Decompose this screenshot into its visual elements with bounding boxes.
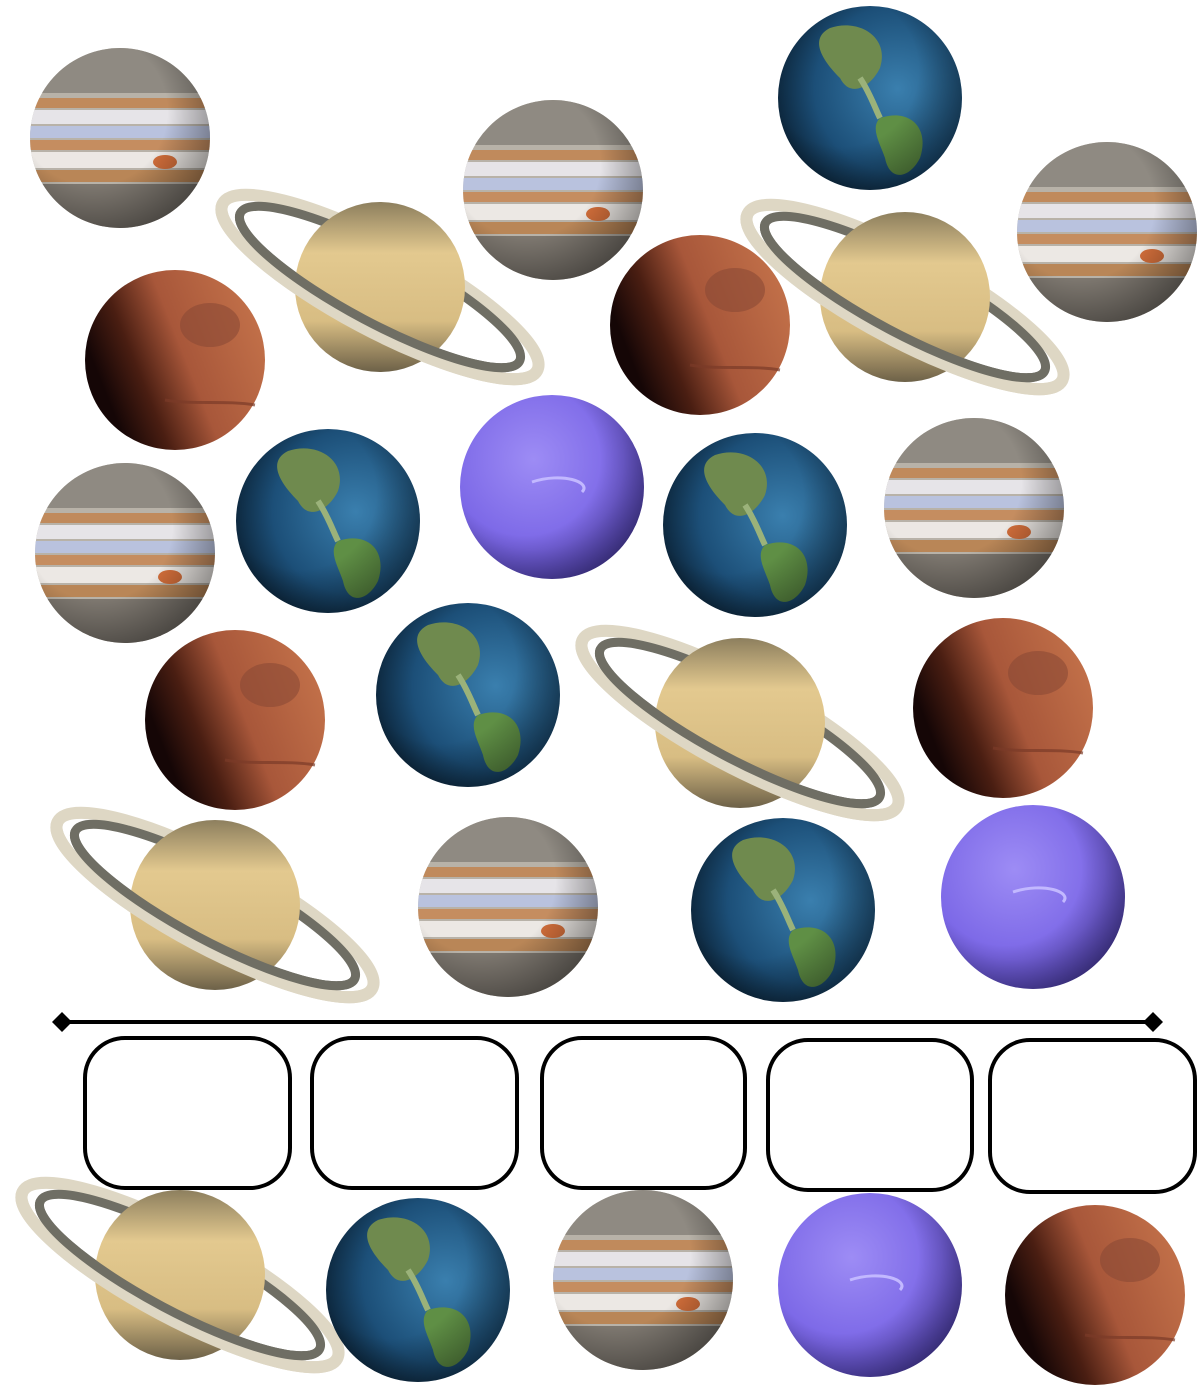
planets [30,6,1197,1027]
earth [326,1198,510,1382]
divider [52,1012,1163,1032]
jupiter [418,817,598,997]
mars [608,233,792,417]
neptune [939,803,1127,991]
answer-box[interactable] [540,1036,747,1190]
earth [376,603,560,787]
jupiter [553,1190,733,1370]
earth [778,6,962,190]
neptune [458,393,646,581]
mars [143,628,327,812]
answer-box[interactable] [766,1038,974,1192]
saturn [37,783,393,1028]
jupiter [463,100,643,280]
earth [236,429,420,613]
answer-box[interactable] [83,1036,292,1190]
answer-box[interactable] [310,1036,519,1190]
mars [1003,1203,1187,1387]
earth [663,433,847,617]
earth [691,818,875,1002]
mars [911,616,1095,800]
answer-boxes [83,1036,1197,1194]
jupiter [30,48,210,228]
saturn [562,601,918,846]
jupiter [35,463,215,643]
neptune [776,1191,964,1379]
answer-box[interactable] [988,1038,1197,1194]
jupiter [1017,142,1197,322]
mars [83,268,267,452]
jupiter [884,418,1064,598]
